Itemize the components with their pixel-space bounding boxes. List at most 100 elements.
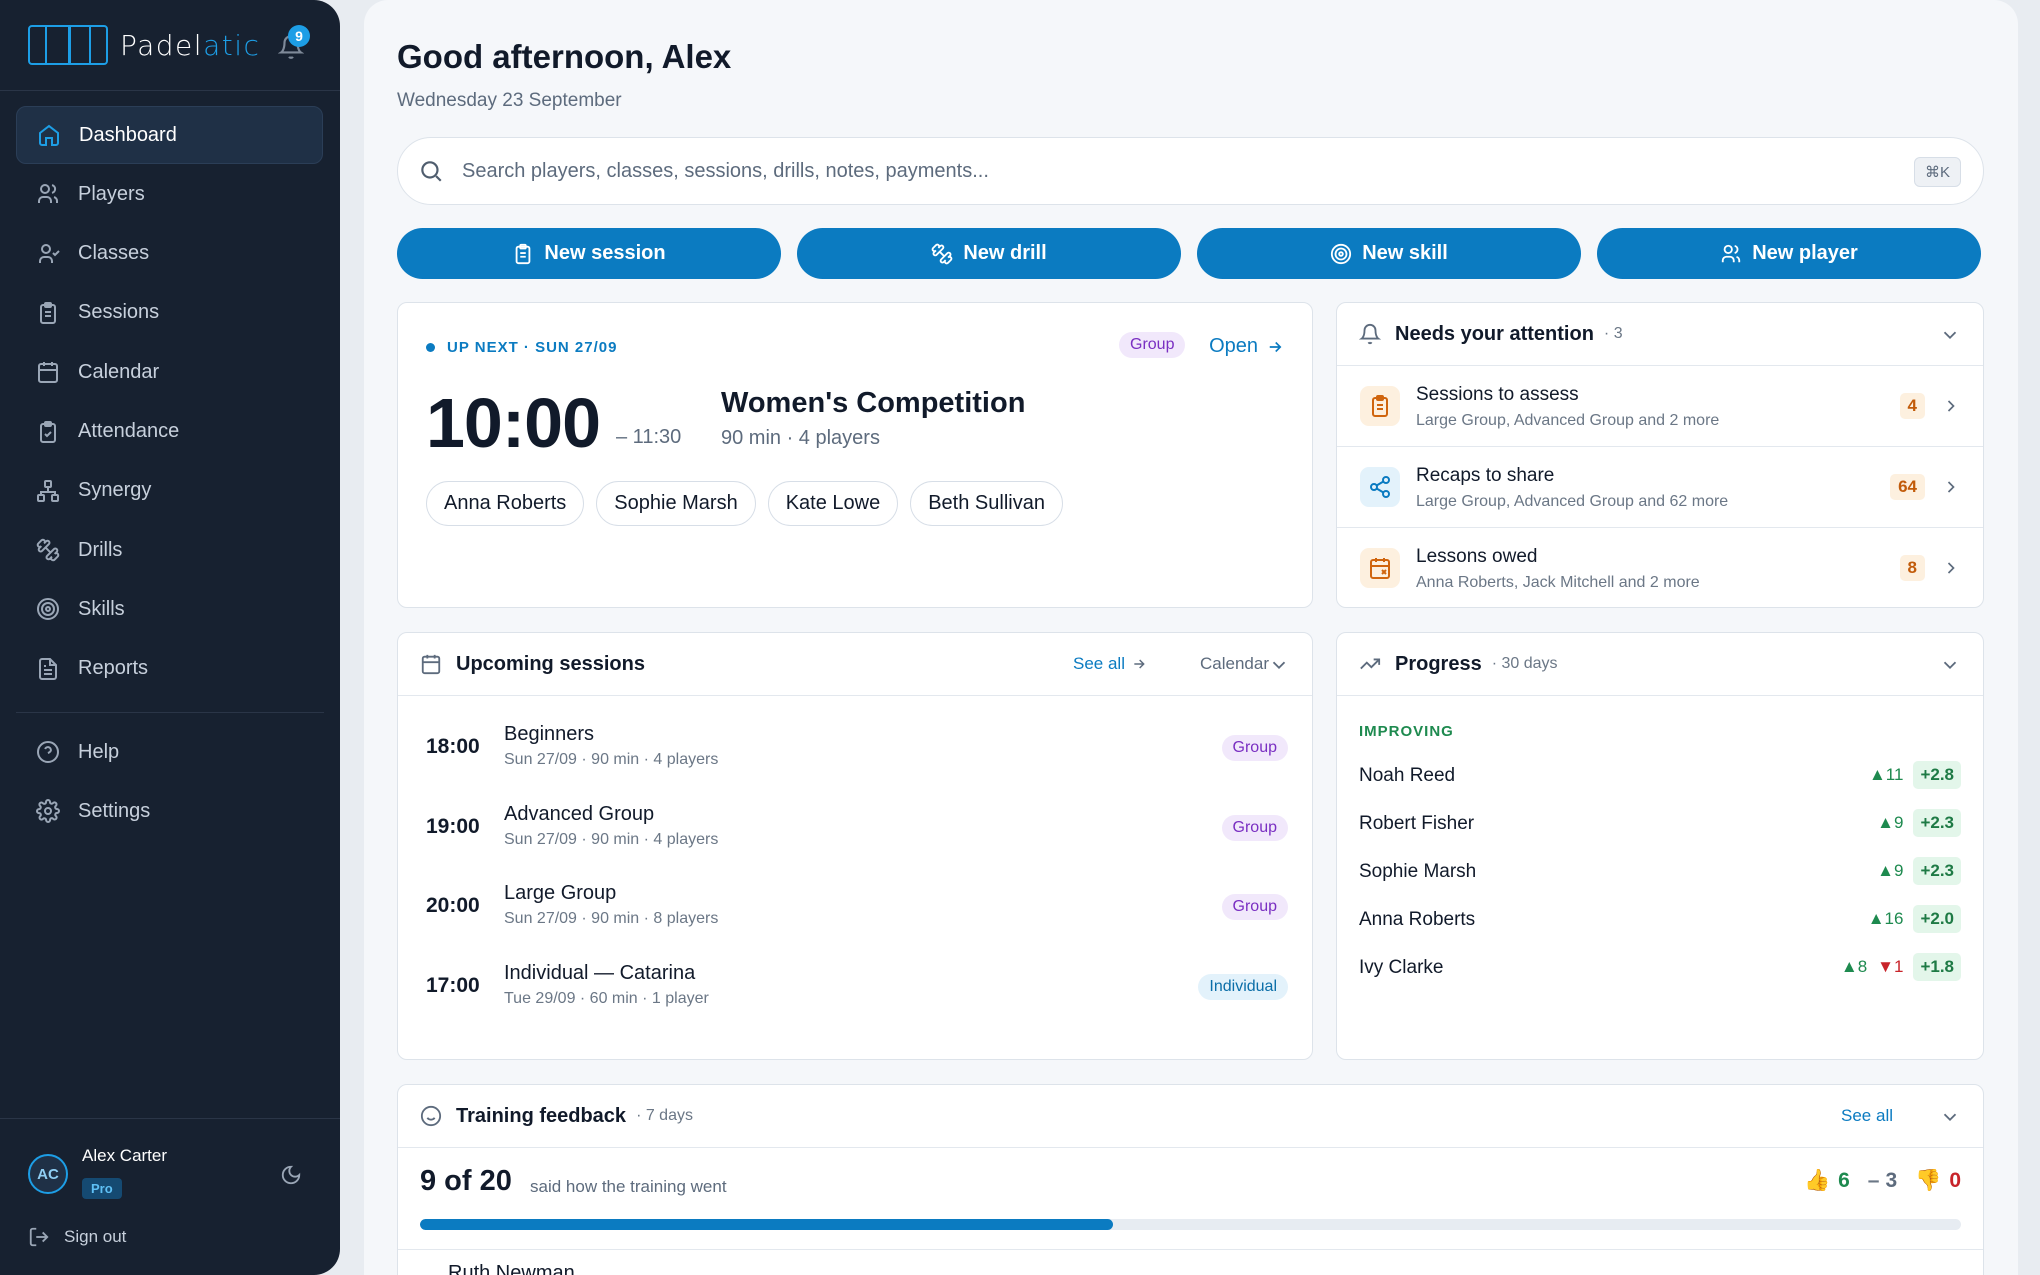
chevron-down-icon[interactable]	[1939, 654, 1961, 676]
search-input[interactable]	[462, 159, 1842, 183]
brand-logo[interactable]: Padelatic	[28, 24, 260, 66]
new-player-button[interactable]: New player	[1597, 228, 1981, 279]
card-header: Needs your attention · 3	[1337, 303, 1983, 366]
sign-out-button[interactable]: Sign out	[28, 1226, 126, 1248]
player-name: Sophie Marsh	[1359, 861, 1477, 882]
user-name: Alex Carter	[82, 1146, 168, 1165]
plan-badge: Pro	[82, 1178, 122, 1199]
score-delta: +2.3	[1913, 809, 1961, 837]
sidebar-item-sessions[interactable]: Sessions	[16, 284, 323, 342]
progress-row[interactable]: Noah Reed ▲11 +2.8	[1359, 761, 1961, 793]
sidebar-item-classes[interactable]: Classes	[16, 225, 323, 283]
users-icon	[38, 184, 59, 204]
session-row[interactable]: 20:00 Large Group Sun 27/09 · 90 min · 8…	[426, 878, 1288, 938]
progress-row[interactable]: Robert Fisher ▲9 +2.3	[1359, 809, 1961, 841]
attention-subtitle: Large Group, Advanced Group and 62 more	[1416, 493, 1729, 510]
moon-icon[interactable]	[280, 1164, 302, 1186]
chevron-right-icon	[1947, 400, 1955, 412]
card-title: Upcoming sessions	[456, 652, 645, 675]
page-title: Good afternoon, Alex	[397, 38, 732, 75]
up-next-card: UP NEXT · SUN 27/09 Group Open 10:00 – 1…	[397, 302, 1313, 608]
clipboard-check-icon	[40, 420, 56, 443]
new-session-button[interactable]: New session	[397, 228, 781, 279]
session-row[interactable]: 19:00 Advanced Group Sun 27/09 · 90 min …	[426, 799, 1288, 859]
divider	[0, 1118, 340, 1119]
score-delta: +1.8	[1913, 953, 1961, 981]
smile-icon	[420, 1105, 442, 1127]
share-icon	[1370, 476, 1390, 498]
sign-out-label: Sign out	[64, 1227, 127, 1246]
feedback-player-name[interactable]: Ruth Newman	[448, 1262, 575, 1275]
sidebar-item-synergy[interactable]: Synergy	[16, 462, 323, 520]
declined-count: ▼1	[1877, 957, 1904, 976]
sidebar-item-drills[interactable]: Drills	[16, 521, 323, 579]
open-session-link[interactable]: Open	[1209, 335, 1284, 358]
nav-label: Attendance	[78, 420, 180, 442]
new-drill-button[interactable]: New drill	[797, 228, 1181, 279]
player-chip[interactable]: Sophie Marsh	[596, 481, 756, 526]
feedback-stats: 👍 6 – 3 👎 0	[1804, 1169, 1961, 1193]
bell-icon	[1359, 324, 1381, 345]
player-chip[interactable]: Kate Lowe	[767, 481, 899, 526]
see-all-link[interactable]: See all	[1073, 654, 1161, 674]
network-icon	[37, 479, 59, 502]
attention-row-lessons[interactable]: Lessons owed Anna Roberts, Jack Mitchell…	[1337, 528, 1983, 607]
sidebar-item-dashboard[interactable]: Dashboard	[16, 106, 323, 164]
improved-count: ▲9	[1877, 861, 1904, 880]
thumbs-down-icon: 👎	[1915, 1169, 1942, 1192]
chevron-down-icon[interactable]	[1268, 654, 1290, 676]
attention-row-recaps[interactable]: Recaps to share Large Group, Advanced Gr…	[1337, 447, 1983, 528]
help-icon	[37, 741, 59, 763]
feedback-text: said how the training went	[530, 1177, 727, 1196]
avatar[interactable]: AC	[28, 1154, 68, 1194]
sidebar-item-players[interactable]: Players	[16, 165, 323, 223]
player-name: Anna Roberts	[1359, 909, 1476, 930]
session-time: 17:00	[426, 974, 480, 997]
up-next-label: UP NEXT · SUN 27/09	[426, 339, 617, 356]
button-label: New session	[544, 242, 666, 264]
session-name: Women's Competition	[721, 387, 1026, 419]
sidebar-item-skills[interactable]: Skills	[16, 580, 323, 638]
logout-icon	[29, 1227, 49, 1247]
home-icon	[39, 124, 59, 146]
search-bar[interactable]: ⌘K	[397, 137, 1984, 205]
sidebar: Padelatic 9 Dashboard Players Classes Sessi…	[0, 0, 340, 1275]
nav-item-settings[interactable]: Settings	[16, 782, 323, 840]
chevron-down-icon[interactable]	[1939, 324, 1961, 346]
brand-name: Padelatic	[120, 28, 261, 62]
progress-row[interactable]: Anna Roberts ▲16 +2.0	[1359, 905, 1961, 937]
nav-label: Calendar	[78, 360, 160, 383]
divider	[16, 712, 324, 713]
see-all-link[interactable]: See all	[1841, 1106, 1893, 1125]
attention-title: Sessions to assess	[1416, 384, 1579, 405]
session-meta: 90 min · 4 players	[721, 427, 880, 449]
sidebar-item-reports[interactable]: Reports	[16, 640, 323, 698]
nav-label: Sessions	[78, 301, 160, 324]
court-logo-icon	[28, 25, 108, 65]
new-skill-button[interactable]: New skill	[1197, 228, 1581, 279]
gear-icon	[36, 799, 60, 823]
nav-item-help[interactable]: Help	[16, 723, 323, 781]
session-row[interactable]: 18:00 Beginners Sun 27/09 · 90 min · 4 p…	[426, 719, 1288, 779]
progress-row[interactable]: Ivy Clarke ▲8 ▼1 +1.8	[1359, 953, 1961, 985]
player-chip[interactable]: Beth Sullivan	[910, 481, 1063, 526]
session-meta: Sun 27/09 · 90 min · 4 players	[504, 751, 719, 768]
calendar-link[interactable]: Calendar	[1200, 654, 1269, 673]
attention-badge: 64	[1890, 474, 1925, 500]
attention-badge: 8	[1899, 555, 1925, 581]
negative-count: 0	[1949, 1169, 1961, 1192]
progress-row[interactable]: Sophie Marsh ▲9 +2.3	[1359, 857, 1961, 889]
score-delta: +2.8	[1913, 761, 1961, 789]
session-end-time: – 11:30	[616, 426, 682, 448]
nav-label: Drills	[78, 538, 123, 561]
player-chip[interactable]: Anna Roberts	[426, 481, 585, 526]
attention-row-assess[interactable]: Sessions to assess Large Group, Advanced…	[1337, 366, 1983, 447]
sidebar-item-calendar[interactable]: Calendar	[16, 343, 323, 401]
sidebar-item-attendance[interactable]: Attendance	[16, 403, 323, 461]
calendar-icon	[38, 362, 58, 384]
calendar-icon-wrap	[1360, 548, 1400, 588]
session-type-tag: Group	[1221, 815, 1288, 841]
attention-title: Lessons owed	[1416, 546, 1538, 567]
session-row[interactable]: 17:00 Individual — Catarina Tue 29/09 · …	[426, 958, 1288, 1018]
chevron-down-icon[interactable]	[1939, 1106, 1961, 1128]
